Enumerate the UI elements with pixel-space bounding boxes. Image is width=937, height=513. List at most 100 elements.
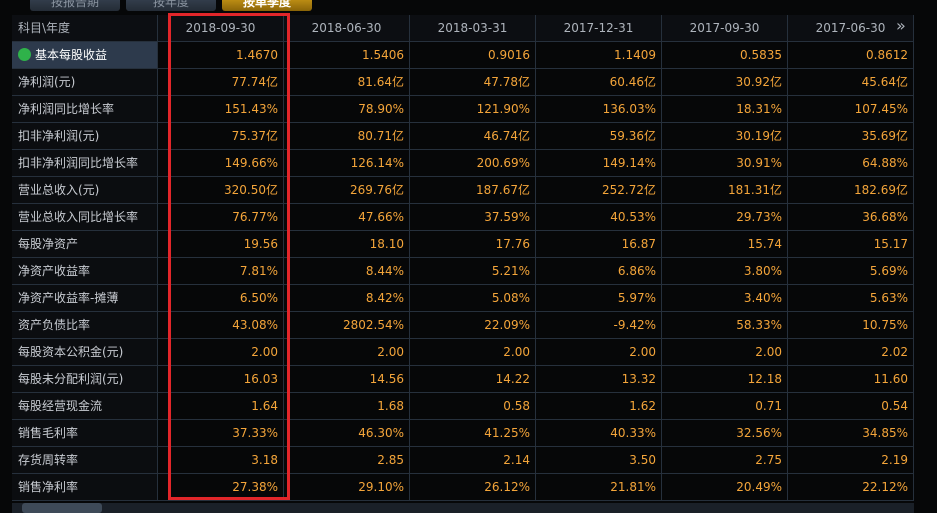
row-label[interactable]: 基本每股收益	[12, 42, 158, 69]
tab[interactable]: 按年度	[126, 0, 216, 11]
column-header[interactable]: 2018-09-30	[158, 15, 284, 42]
row-label[interactable]: 扣非净利润同比增长率	[12, 150, 158, 177]
column-header[interactable]: 2017-06-30	[788, 15, 914, 42]
value-cell: 187.67亿	[410, 177, 536, 204]
row-label-text: 净资产收益率-摊薄	[18, 291, 119, 305]
value-cell: 5.21%	[410, 258, 536, 285]
column-header[interactable]: 2018-06-30	[284, 15, 410, 42]
value-cell: 0.8612	[788, 42, 914, 69]
value-cell: 59.36亿	[536, 123, 662, 150]
row-label[interactable]: 资产负债比率	[12, 312, 158, 339]
value-cell: 5.97%	[536, 285, 662, 312]
row-label[interactable]: 每股经营现金流	[12, 393, 158, 420]
value-cell: 2.00	[158, 339, 284, 366]
row-label[interactable]: 每股资本公积金(元)	[12, 339, 158, 366]
tab[interactable]: 按单季度	[222, 0, 312, 11]
value-cell: 22.09%	[410, 312, 536, 339]
value-cell: 11.60	[788, 366, 914, 393]
row-label[interactable]: 销售净利率	[12, 474, 158, 501]
value-cell: 151.43%	[158, 96, 284, 123]
value-cell: 17.76	[410, 231, 536, 258]
value-cell: 5.69%	[788, 258, 914, 285]
row-label-text: 净资产收益率	[18, 264, 91, 278]
row-label-text: 营业总收入同比增长率	[18, 210, 139, 224]
value-cell: 81.64亿	[284, 69, 410, 96]
value-cell: 6.50%	[158, 285, 284, 312]
value-cell: 45.64亿	[788, 69, 914, 96]
value-cell: 47.78亿	[410, 69, 536, 96]
value-cell: 3.18	[158, 447, 284, 474]
row-label[interactable]: 营业总收入同比增长率	[12, 204, 158, 231]
row-label[interactable]: 扣非净利润(元)	[12, 123, 158, 150]
value-cell: 3.50	[536, 447, 662, 474]
value-cell: 2.75	[662, 447, 788, 474]
value-cell: 3.40%	[662, 285, 788, 312]
value-cell: 36.68%	[788, 204, 914, 231]
row-label[interactable]: 每股净资产	[12, 231, 158, 258]
value-cell: 1.4670	[158, 42, 284, 69]
value-cell: 2.00	[410, 339, 536, 366]
value-cell: 320.50亿	[158, 177, 284, 204]
value-cell: 30.19亿	[662, 123, 788, 150]
row-label[interactable]: 每股未分配利润(元)	[12, 366, 158, 393]
value-cell: 19.56	[158, 231, 284, 258]
value-cell: 26.12%	[410, 474, 536, 501]
value-cell: 14.56	[284, 366, 410, 393]
value-cell: 37.59%	[410, 204, 536, 231]
row-label-text: 每股未分配利润(元)	[18, 372, 124, 386]
row-label-text: 扣非净利润同比增长率	[18, 156, 139, 170]
value-cell: 20.49%	[662, 474, 788, 501]
row-label[interactable]: 营业总收入(元)	[12, 177, 158, 204]
value-cell: 14.22	[410, 366, 536, 393]
value-cell: 7.81%	[158, 258, 284, 285]
value-cell: 121.90%	[410, 96, 536, 123]
value-cell: 80.71亿	[284, 123, 410, 150]
tab[interactable]: 按报告期	[30, 0, 120, 11]
value-cell: 10.75%	[788, 312, 914, 339]
value-cell: 46.74亿	[410, 123, 536, 150]
row-label-text: 营业总收入(元)	[18, 183, 100, 197]
scrollbar[interactable]	[12, 503, 914, 513]
row-label-text: 扣非净利润(元)	[18, 129, 100, 143]
row-label-text: 销售毛利率	[18, 426, 79, 440]
scroll-thumb[interactable]	[22, 503, 102, 513]
value-cell: 60.46亿	[536, 69, 662, 96]
value-cell: 27.38%	[158, 474, 284, 501]
row-label[interactable]: 净利润(元)	[12, 69, 158, 96]
row-label[interactable]: 净利润同比增长率	[12, 96, 158, 123]
value-cell: 37.33%	[158, 420, 284, 447]
row-label-text: 存货周转率	[18, 453, 79, 467]
more-arrow[interactable]: »	[896, 16, 906, 35]
row-label[interactable]: 存货周转率	[12, 447, 158, 474]
value-cell: 21.81%	[536, 474, 662, 501]
column-header[interactable]: 2017-12-31	[536, 15, 662, 42]
value-cell: 0.5835	[662, 42, 788, 69]
column-header[interactable]: 2018-03-31	[410, 15, 536, 42]
value-cell: 76.77%	[158, 204, 284, 231]
value-cell: 2802.54%	[284, 312, 410, 339]
value-cell: 16.03	[158, 366, 284, 393]
value-cell: 252.72亿	[536, 177, 662, 204]
value-cell: -9.42%	[536, 312, 662, 339]
value-cell: 1.1409	[536, 42, 662, 69]
value-cell: 22.12%	[788, 474, 914, 501]
value-cell: 43.08%	[158, 312, 284, 339]
column-header[interactable]: 2017-09-30	[662, 15, 788, 42]
value-cell: 8.44%	[284, 258, 410, 285]
value-cell: 58.33%	[662, 312, 788, 339]
row-label-text: 销售净利率	[18, 480, 79, 494]
value-cell: 200.69%	[410, 150, 536, 177]
value-cell: 12.18	[662, 366, 788, 393]
value-cell: 34.85%	[788, 420, 914, 447]
value-cell: 15.74	[662, 231, 788, 258]
row-label-text: 每股资本公积金(元)	[18, 345, 124, 359]
value-cell: 8.42%	[284, 285, 410, 312]
row-label[interactable]: 销售毛利率	[12, 420, 158, 447]
value-cell: 13.32	[536, 366, 662, 393]
row-label[interactable]: 净资产收益率-摊薄	[12, 285, 158, 312]
value-cell: 2.02	[788, 339, 914, 366]
row-label[interactable]: 净资产收益率	[12, 258, 158, 285]
value-cell: 78.90%	[284, 96, 410, 123]
value-cell: 126.14%	[284, 150, 410, 177]
